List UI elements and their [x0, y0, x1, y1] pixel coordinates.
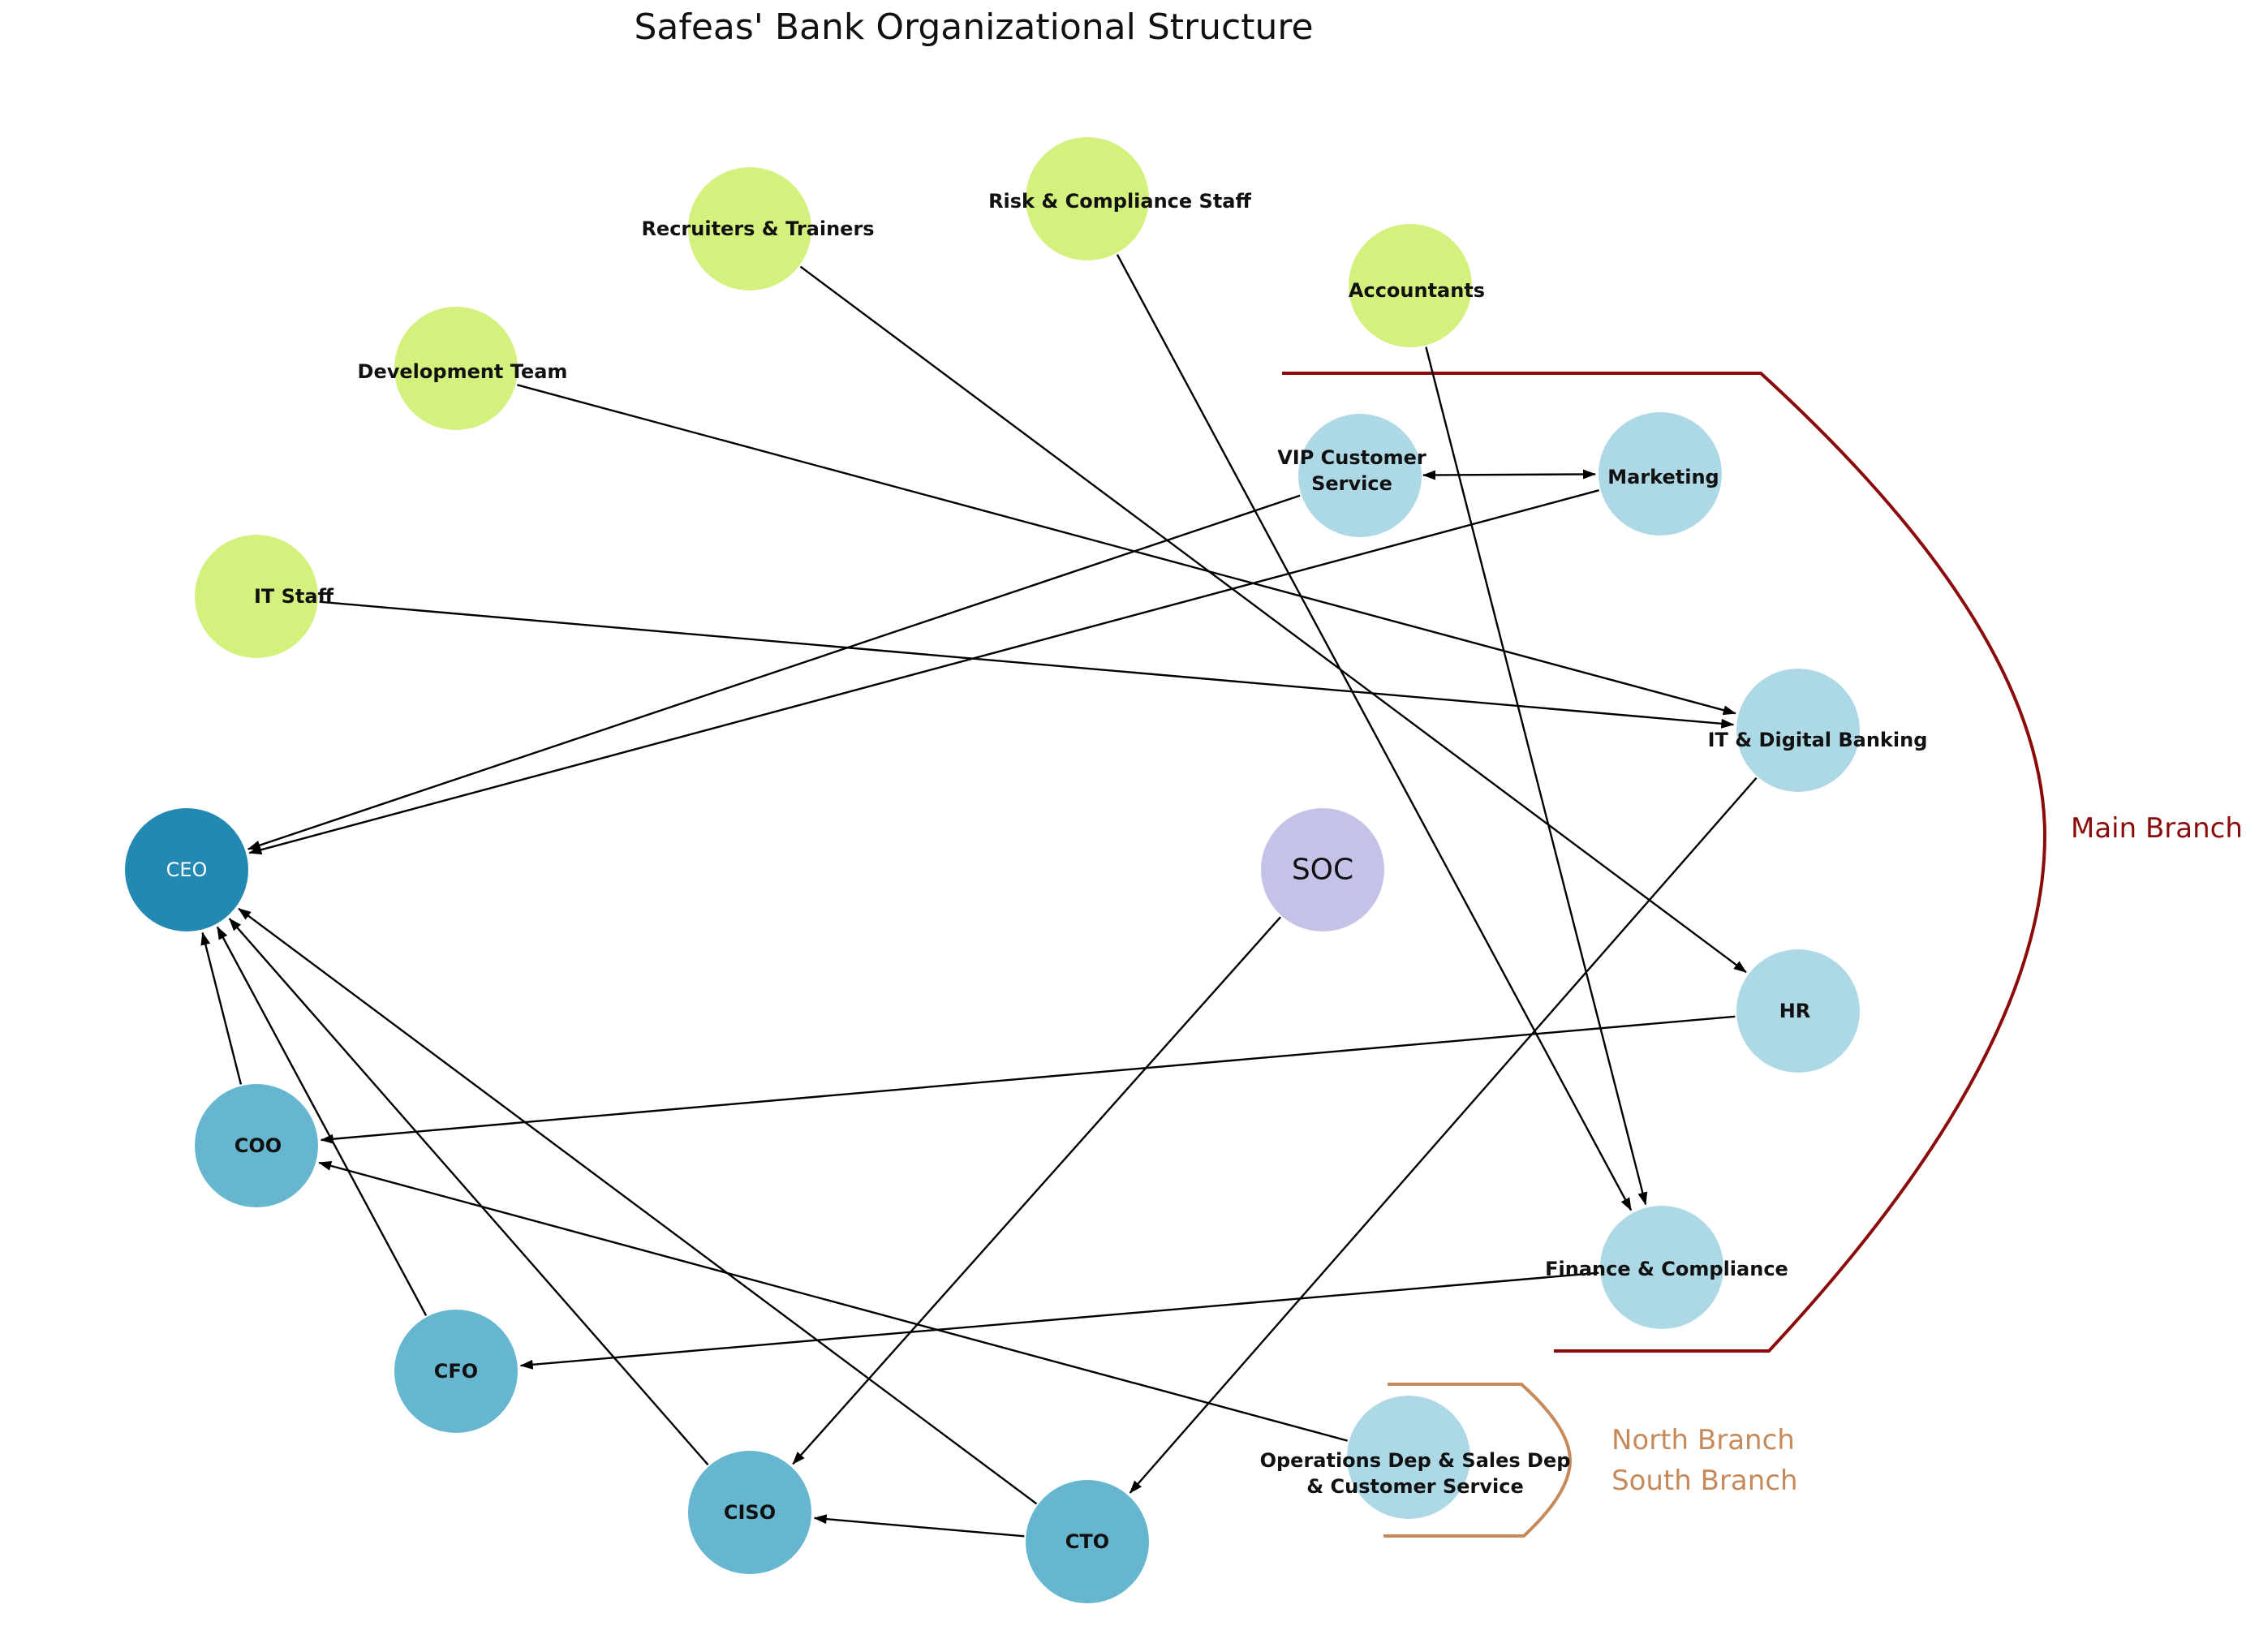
edge-ciso-to-ceo	[228, 918, 709, 1466]
node-circle-vip[interactable]	[1298, 414, 1422, 537]
node-circle-risk-staff[interactable]	[1026, 137, 1149, 260]
node-operations[interactable]: Operations Dep & Sales Dep & Customer Ser…	[1260, 1396, 1571, 1519]
node-label-it-digital: IT & Digital Banking	[1708, 729, 1928, 751]
edge-recruiters-to-hr	[799, 265, 1747, 974]
node-label-it-staff: IT Staff	[254, 585, 334, 608]
node-label-recruiters: Recruiters & Trainers	[641, 217, 874, 240]
node-label-finance: Finance & Compliance	[1545, 1258, 1788, 1280]
node-circle-finance[interactable]	[1600, 1206, 1723, 1329]
south-branch-label: South Branch	[1611, 1465, 1798, 1497]
edge-cto-to-ceo	[238, 907, 1038, 1505]
node-circle-coo[interactable]	[195, 1084, 318, 1207]
node-circle-it-staff[interactable]	[195, 535, 318, 658]
node-label-risk-staff: Risk & Compliance Staff	[988, 190, 1251, 213]
node-label-accountants: Accountants	[1349, 279, 1485, 302]
main-branch-bracket	[1282, 372, 2047, 1353]
node-label-cto: CTO	[1065, 1530, 1109, 1553]
node-finance[interactable]: Finance & Compliance	[1545, 1206, 1788, 1329]
node-cto[interactable]: CTO	[1026, 1480, 1149, 1603]
node-cfo[interactable]: CFO	[394, 1310, 518, 1433]
node-soc[interactable]: SOC	[1261, 808, 1384, 931]
node-dev-team[interactable]: Development Team	[358, 307, 568, 430]
edge-vip-to-marketing	[1422, 469, 1596, 480]
edge-vip-to-ceo	[247, 494, 1301, 850]
node-circle-dev-team[interactable]	[394, 307, 518, 430]
node-circle-ceo[interactable]	[125, 808, 248, 931]
node-label-ciso: CISO	[724, 1501, 776, 1524]
node-vip[interactable]: VIP Customer Service	[1277, 414, 1426, 537]
node-ciso[interactable]: CISO	[688, 1451, 811, 1574]
node-label-soc: SOC	[1292, 854, 1353, 887]
edge-coo-to-ceo	[200, 931, 243, 1085]
edge-hr-to-coo	[320, 1015, 1736, 1144]
node-label-vip: VIP Customer	[1277, 446, 1426, 469]
edge-it-digital-to-cto	[1129, 777, 1758, 1494]
node-label-hr: HR	[1779, 1000, 1811, 1022]
node-label-dev-team: Development Team	[358, 360, 568, 383]
node-circle-cfo[interactable]	[394, 1310, 518, 1433]
node-circle-ciso[interactable]	[688, 1451, 811, 1574]
node-risk-staff[interactable]: Risk & Compliance Staff	[988, 137, 1251, 260]
node-circle-marketing[interactable]	[1599, 412, 1722, 536]
edge-dev-team-to-it-digital	[516, 384, 1736, 716]
node-circle-hr[interactable]	[1736, 949, 1860, 1073]
node-it-staff[interactable]: IT Staff	[195, 535, 334, 658]
node-recruiters[interactable]: Recruiters & Trainers	[641, 167, 875, 290]
edges-layer	[200, 254, 1758, 1538]
north-south-branch-bracket	[1383, 1383, 1573, 1538]
node-accountants[interactable]: Accountants	[1349, 224, 1485, 347]
edge-finance-to-cfo	[519, 1271, 1599, 1370]
node-label-ceo: CEO	[166, 858, 208, 881]
node-circle-it-digital[interactable]	[1736, 669, 1860, 792]
node-circle-cto[interactable]	[1026, 1480, 1149, 1603]
edge-operations-to-coo	[318, 1161, 1349, 1442]
node-label-operations: Operations Dep & Sales Dep	[1260, 1449, 1571, 1472]
node-circle-recruiters[interactable]	[688, 167, 811, 290]
node-label-operations: & Customer Service	[1306, 1475, 1523, 1498]
node-circle-accountants[interactable]	[1349, 224, 1472, 347]
node-it-digital[interactable]: IT & Digital Banking	[1708, 669, 1928, 792]
north-branch-label: North Branch	[1611, 1424, 1795, 1456]
edge-cfo-to-ceo	[216, 926, 428, 1316]
node-label-marketing: Marketing	[1607, 466, 1719, 488]
node-label-coo: COO	[235, 1134, 282, 1157]
edge-marketing-to-ceo	[248, 489, 1600, 855]
edge-cto-to-ciso	[813, 1514, 1025, 1538]
edge-soc-to-ciso	[792, 916, 1281, 1465]
node-circle-operations[interactable]	[1347, 1396, 1470, 1519]
node-hr[interactable]: HR	[1736, 949, 1860, 1073]
node-coo[interactable]: COO	[195, 1084, 318, 1207]
node-ceo[interactable]: CEO	[125, 808, 248, 931]
main-branch-label: Main Branch	[2071, 812, 2243, 845]
edge-risk-staff-to-finance	[1116, 254, 1633, 1211]
node-marketing[interactable]: Marketing	[1599, 412, 1722, 536]
node-circle-soc[interactable]	[1261, 808, 1384, 931]
edge-it-staff-to-it-digital	[319, 600, 1735, 729]
node-label-vip: Service	[1311, 472, 1392, 495]
node-label-cfo: CFO	[434, 1360, 478, 1383]
edge-accountants-to-finance	[1425, 346, 1648, 1206]
diagram-title: Safeas' Bank Organizational Structure	[634, 6, 1314, 48]
nodes-layer: Recruiters & Trainers Risk & Compliance S…	[125, 137, 1927, 1603]
